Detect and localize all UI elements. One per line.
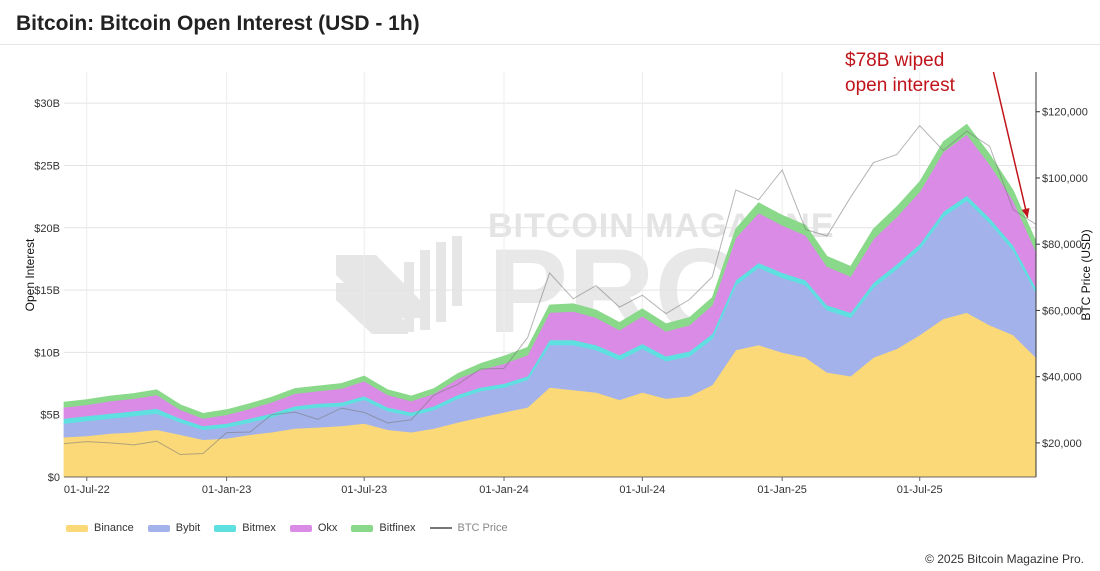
y-left-tick-label: $0 [48, 472, 60, 484]
axes [64, 72, 1037, 478]
legend-item-btc-price[interactable]: BTC Price [429, 522, 508, 534]
open-interest-chart: BITCOIN MAGAZINE PRO $0$5B$10B$15B$20B$2… [23, 50, 1093, 496]
page-title: Bitcoin: Bitcoin Open Interest (USD - 1h… [16, 12, 420, 35]
stacked-areas [63, 123, 1037, 478]
legend: Binance Bybit Bitmex Okx Bitfinex BTC Pr… [66, 522, 508, 534]
y-right-axis-title: BTC Price (USD) [1079, 229, 1093, 320]
x-tick-label: 01-Jan-25 [757, 484, 807, 496]
title-bar: Bitcoin: Bitcoin Open Interest (USD - 1h… [0, 0, 1100, 45]
legend-label-btc-price: BTC Price [457, 522, 508, 534]
y-right-tick-label: $40,000 [1042, 372, 1082, 384]
legend-item-bybit[interactable]: Bybit [147, 522, 201, 534]
legend-label-bitfinex: Bitfinex [379, 522, 416, 534]
legend-swatch-bitfinex [351, 524, 374, 532]
x-tick-label: 01-Jul-22 [64, 484, 110, 496]
legend-item-bitmex[interactable]: Bitmex [214, 522, 276, 534]
legend-item-bitfinex[interactable]: Bitfinex [351, 522, 416, 534]
legend-item-binance[interactable]: Binance [66, 522, 134, 534]
legend-swatch-binance [66, 524, 88, 532]
tick-labels: $0 $5B $10B $15B $20B $25B $30B 01-Jul-22 01-Jan… [34, 98, 1088, 496]
annotation-line1: $78B wiped [845, 50, 944, 71]
y-left-tick-label: $25B [34, 160, 60, 172]
copyright: © 2025 Bitcoin Magazine Pro. [925, 552, 1084, 566]
watermark-logo-icon [336, 236, 462, 334]
annotation-line2: open interest [845, 75, 956, 96]
legend-swatch-okx [289, 524, 312, 532]
y-right-tick-label: $100,000 [1042, 173, 1088, 185]
annotation: $78B wiped open interest [845, 50, 1030, 218]
y-right-tick-label: $60,000 [1042, 305, 1082, 317]
y-left-tick-label: $10B [34, 347, 60, 359]
y-left-tick-label: $15B [34, 285, 60, 297]
y-left-tick-label: $5B [40, 410, 60, 422]
legend-item-okx[interactable]: Okx [289, 522, 338, 534]
legend-swatch-bybit [147, 524, 170, 532]
y-right-tick-label: $80,000 [1042, 239, 1082, 251]
y-left-tick-label: $30B [34, 98, 60, 110]
y-left-tick-label: $20B [34, 223, 60, 235]
btc-price-line [63, 124, 1037, 456]
annotation-arrowhead [1021, 208, 1030, 218]
y-left-axis-title: Open Interest [23, 238, 37, 311]
x-tick-label: 01-Jul-25 [897, 484, 943, 496]
legend-label-bitmex: Bitmex [242, 522, 276, 534]
x-tick-label: 01-Jan-24 [479, 484, 529, 496]
legend-label-binance: Binance [94, 522, 134, 534]
x-tick-label: 01-Jul-23 [341, 484, 387, 496]
y-right-tick-label: $120,000 [1042, 107, 1088, 119]
legend-swatch-bitmex [214, 524, 237, 532]
x-tick-label: 01-Jan-23 [202, 484, 252, 496]
legend-label-okx: Okx [317, 522, 338, 534]
legend-swatch-btc-price [429, 527, 452, 529]
legend-label-bybit: Bybit [175, 522, 201, 534]
y-right-tick-label: $20,000 [1042, 438, 1082, 450]
btc-price-path [63, 124, 1037, 456]
annotation-arrow [992, 71, 1029, 218]
x-tick-label: 01-Jul-24 [619, 484, 665, 496]
